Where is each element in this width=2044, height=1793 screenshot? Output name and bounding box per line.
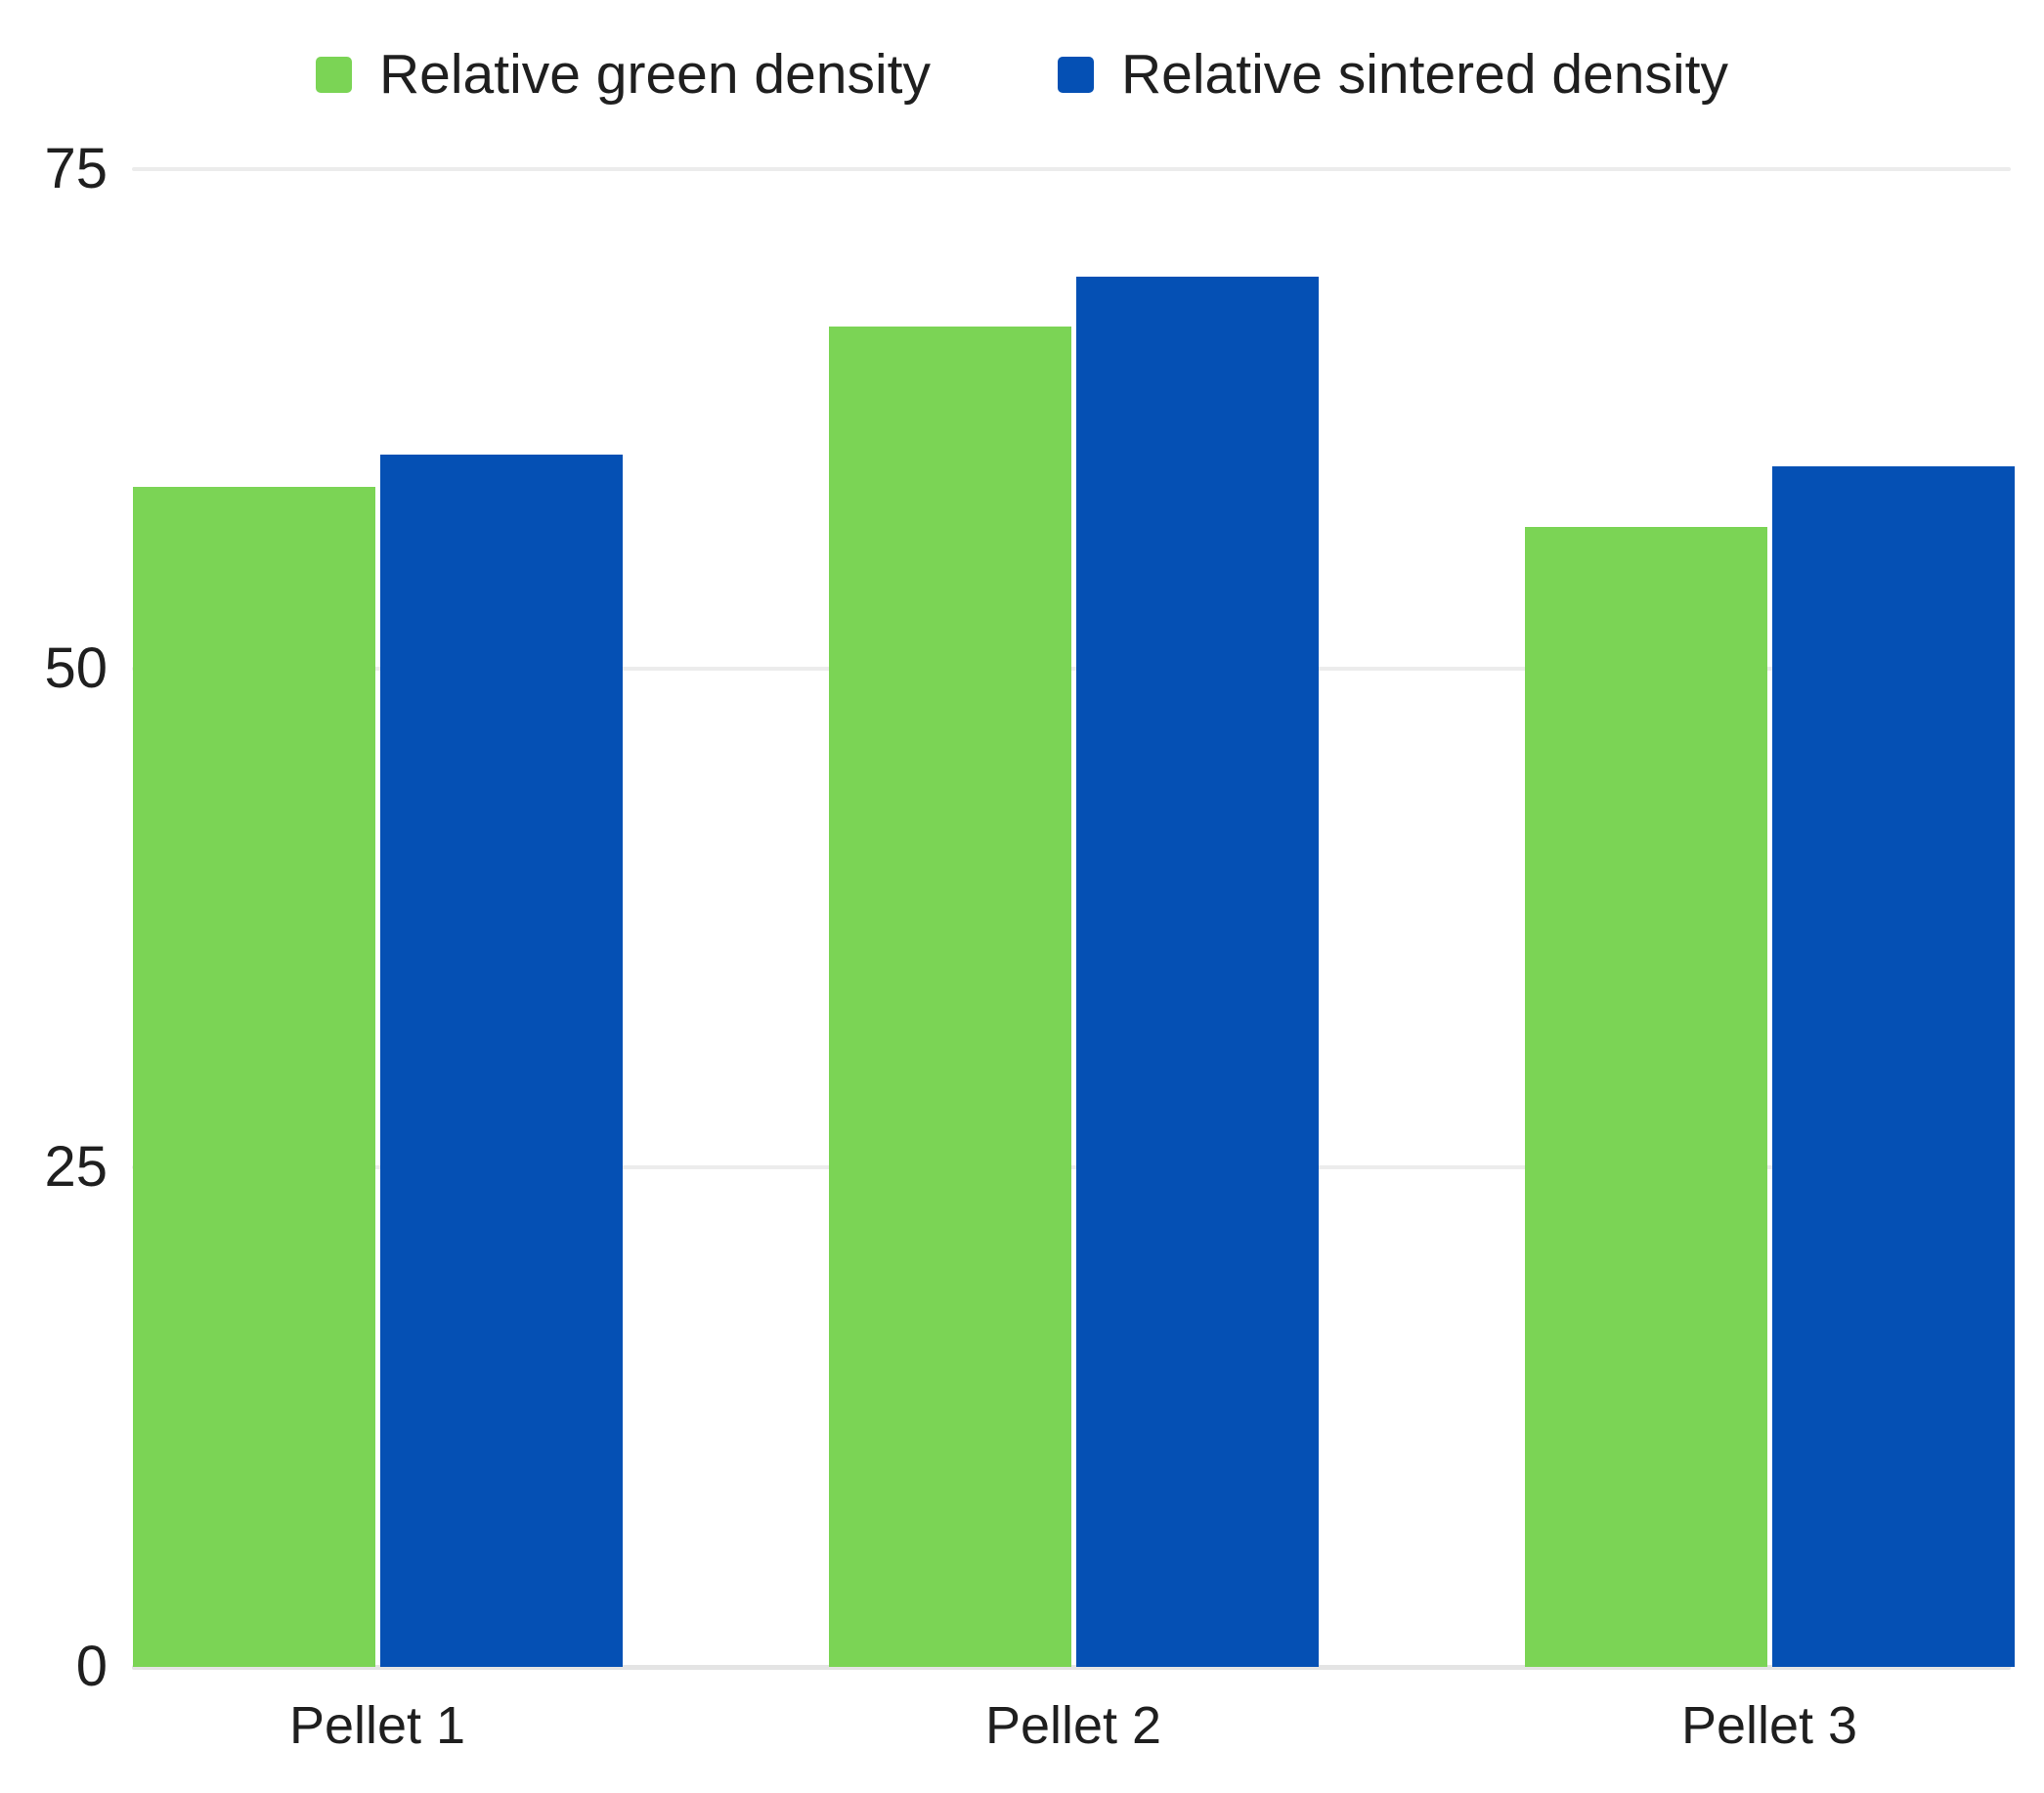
gridline [132, 1165, 2011, 1170]
y-tick-label: 25 [44, 1135, 108, 1200]
bar-green-pellet-1 [132, 486, 375, 1667]
legend-label: Relative sintered density [1121, 42, 1728, 106]
x-category-label: Pellet 2 [984, 1696, 1162, 1755]
chart-legend: Relative green density Relative sintered … [0, 27, 2044, 121]
legend-item-green-density: Relative green density [316, 42, 931, 106]
gridline [132, 167, 2011, 171]
legend-item-sintered-density: Relative sintered density [1058, 42, 1728, 106]
bar-green-pellet-3 [1524, 526, 1767, 1667]
legend-label: Relative green density [379, 42, 931, 106]
y-tick-label: 75 [44, 137, 108, 200]
bar-sintered-pellet-3 [1771, 466, 2015, 1667]
x-category-label: Pellet 1 [288, 1696, 466, 1755]
bar-sintered-pellet-2 [1075, 277, 1319, 1667]
gridline [132, 666, 2011, 671]
y-tick-label: 0 [75, 1635, 108, 1698]
legend-swatch-icon [1058, 56, 1094, 93]
x-axis-line [132, 1665, 2011, 1670]
bar-green-pellet-2 [828, 327, 1071, 1667]
bar-sintered-pellet-1 [379, 455, 623, 1667]
legend-swatch-icon [316, 56, 352, 93]
x-category-label: Pellet 3 [1680, 1696, 1858, 1755]
y-tick-label: 50 [44, 635, 108, 700]
